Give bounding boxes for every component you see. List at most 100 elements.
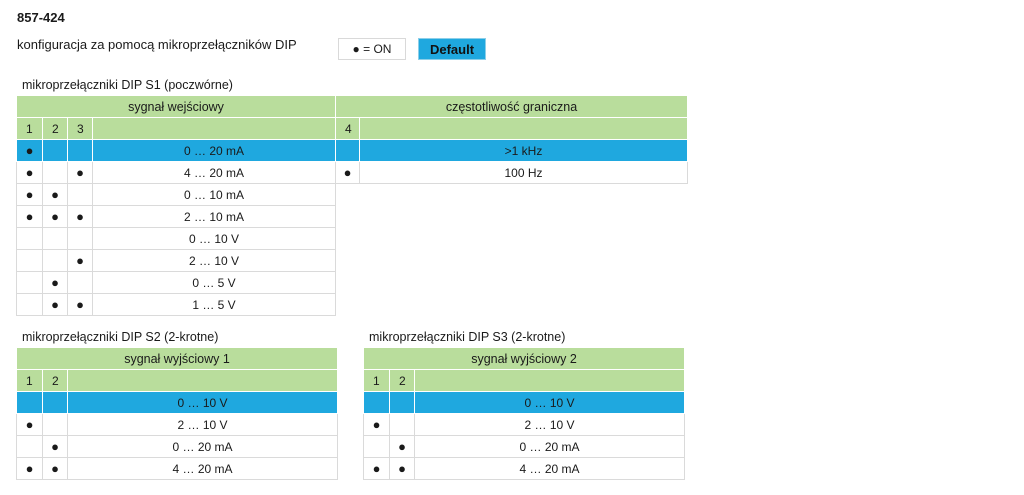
dip-cell bbox=[389, 391, 415, 414]
dip-cell bbox=[67, 227, 93, 250]
s1-col-4: 4 bbox=[335, 117, 360, 140]
s3-header-row: sygnał wyjściowy 2 bbox=[363, 347, 685, 370]
s3-col-blank bbox=[414, 369, 685, 392]
table-row[interactable]: ● 0 … 20 mA >1 kHz bbox=[16, 139, 688, 162]
dip-cell: ● bbox=[16, 139, 43, 162]
dip-cell bbox=[67, 139, 93, 162]
s1-group-input: sygnał wejściowy bbox=[16, 95, 336, 118]
empty-cell bbox=[360, 272, 688, 294]
empty-cell bbox=[336, 272, 360, 294]
dip-cell: ● bbox=[42, 435, 68, 458]
dip-cell: ● bbox=[363, 413, 390, 436]
s3-caption: mikroprzełączniki DIP S3 (2-krotne) bbox=[369, 330, 566, 344]
value-cell: 0 … 10 V bbox=[67, 391, 338, 414]
s1-col-blank-2 bbox=[359, 117, 688, 140]
dip-cell: ● bbox=[389, 435, 415, 458]
empty-cell bbox=[360, 206, 688, 228]
dip-cell: ● bbox=[42, 183, 68, 206]
table-row[interactable]: 0 … 10 V bbox=[363, 391, 685, 414]
table-row[interactable]: 0 … 10 V bbox=[16, 391, 338, 414]
table-row[interactable]: ● ● 0 … 10 mA bbox=[16, 183, 688, 206]
dip-cell: ● bbox=[335, 161, 360, 184]
dip-cell bbox=[67, 271, 93, 294]
dip-cell bbox=[67, 183, 93, 206]
value-cell: 4 … 20 mA bbox=[414, 457, 685, 480]
table-row[interactable]: ● ● 1 … 5 V bbox=[16, 293, 688, 316]
table-row[interactable]: ● 2 … 10 V bbox=[363, 413, 685, 436]
value-cell: 0 … 20 mA bbox=[92, 139, 336, 162]
dip-cell: ● bbox=[42, 205, 68, 228]
dip-cell: ● bbox=[16, 161, 43, 184]
s2-caption: mikroprzełączniki DIP S2 (2-krotne) bbox=[22, 330, 219, 344]
empty-cell bbox=[360, 294, 688, 316]
default-legend-button[interactable]: Default bbox=[418, 38, 486, 60]
table-row[interactable]: ● ● 4 … 20 mA bbox=[16, 457, 338, 480]
dip-cell bbox=[389, 413, 415, 436]
s3-col-2: 2 bbox=[389, 369, 415, 392]
value-cell: 0 … 5 V bbox=[92, 271, 336, 294]
empty-cell bbox=[360, 228, 688, 250]
table-row[interactable]: ● 2 … 10 V bbox=[16, 249, 688, 272]
dip-cell bbox=[16, 435, 43, 458]
s1-group-freq: częstotliwość graniczna bbox=[335, 95, 688, 118]
dip-cell bbox=[42, 391, 68, 414]
s2-table: sygnał wyjściowy 1 1 2 0 … 10 V ● 2 … 10… bbox=[16, 347, 338, 480]
dip-cell bbox=[16, 271, 43, 294]
empty-cell bbox=[360, 184, 688, 206]
s2-col-1: 1 bbox=[16, 369, 43, 392]
dip-cell: ● bbox=[16, 183, 43, 206]
dip-cell: ● bbox=[67, 161, 93, 184]
dip-cell: ● bbox=[67, 249, 93, 272]
table-row[interactable]: ● 0 … 20 mA bbox=[363, 435, 685, 458]
s1-col-1: 1 bbox=[16, 117, 43, 140]
value-cell: 0 … 20 mA bbox=[414, 435, 685, 458]
value-cell: 2 … 10 V bbox=[414, 413, 685, 436]
table-row[interactable]: ● 0 … 20 mA bbox=[16, 435, 338, 458]
dip-cell: ● bbox=[42, 457, 68, 480]
s3-group: sygnał wyjściowy 2 bbox=[363, 347, 685, 370]
dip-cell bbox=[16, 249, 43, 272]
s1-col-blank bbox=[92, 117, 336, 140]
dip-cell bbox=[42, 161, 68, 184]
page-title: 857-424 bbox=[17, 10, 65, 25]
value-cell: >1 kHz bbox=[359, 139, 688, 162]
empty-cell bbox=[336, 228, 360, 250]
dip-cell bbox=[363, 391, 390, 414]
page-subtitle: konfiguracja za pomocą mikroprzełącznikó… bbox=[17, 37, 297, 52]
table-row[interactable]: ● ● 4 … 20 mA bbox=[363, 457, 685, 480]
value-cell: 2 … 10 V bbox=[92, 249, 336, 272]
dip-cell: ● bbox=[16, 457, 43, 480]
table-row[interactable]: ● ● 4 … 20 mA ● 100 Hz bbox=[16, 161, 688, 184]
table-row[interactable]: ● 0 … 5 V bbox=[16, 271, 688, 294]
s1-number-row: 1 2 3 4 bbox=[16, 117, 688, 140]
value-cell: 2 … 10 V bbox=[67, 413, 338, 436]
value-cell: 4 … 20 mA bbox=[92, 161, 336, 184]
dip-cell bbox=[16, 227, 43, 250]
dip-cell: ● bbox=[67, 205, 93, 228]
empty-cell bbox=[360, 250, 688, 272]
table-row[interactable]: 0 … 10 V bbox=[16, 227, 688, 250]
s1-col-3: 3 bbox=[67, 117, 93, 140]
dip-cell: ● bbox=[16, 205, 43, 228]
empty-cell bbox=[336, 184, 360, 206]
s2-group: sygnał wyjściowy 1 bbox=[16, 347, 338, 370]
s3-col-1: 1 bbox=[363, 369, 390, 392]
on-legend: ● = ON bbox=[338, 38, 406, 60]
s2-header-row: sygnał wyjściowy 1 bbox=[16, 347, 338, 370]
value-cell: 0 … 10 V bbox=[92, 227, 336, 250]
s1-col-2: 2 bbox=[42, 117, 68, 140]
table-row[interactable]: ● ● ● 2 … 10 mA bbox=[16, 205, 688, 228]
s1-table: sygnał wejściowy częstotliwość graniczna… bbox=[16, 95, 688, 316]
table-row[interactable]: ● 2 … 10 V bbox=[16, 413, 338, 436]
s1-header-row: sygnał wejściowy częstotliwość graniczna bbox=[16, 95, 688, 118]
dip-cell bbox=[16, 391, 43, 414]
dip-cell bbox=[363, 435, 390, 458]
value-cell: 4 … 20 mA bbox=[67, 457, 338, 480]
s2-col-2: 2 bbox=[42, 369, 68, 392]
dip-cell bbox=[42, 249, 68, 272]
dip-cell bbox=[42, 139, 68, 162]
empty-cell bbox=[336, 206, 360, 228]
value-cell: 0 … 10 mA bbox=[92, 183, 336, 206]
dip-cell bbox=[42, 413, 68, 436]
s3-number-row: 1 2 bbox=[363, 369, 685, 392]
